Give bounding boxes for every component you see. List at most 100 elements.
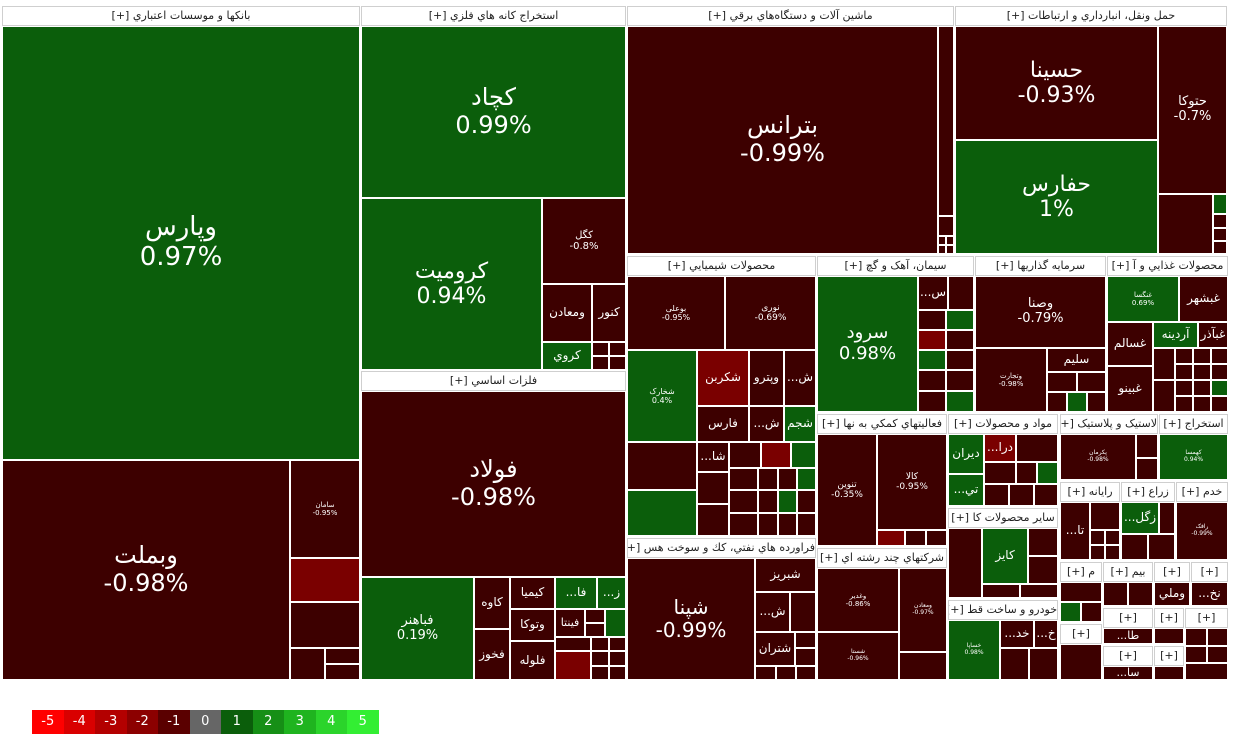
sector-header-small-4[interactable]: [+] bbox=[1103, 608, 1153, 628]
sector-header-small-2[interactable]: [+] bbox=[1191, 562, 1228, 582]
stock-tile-shetran[interactable]: شتران bbox=[755, 632, 795, 666]
stock-tile-sorud[interactable]: سرود 0.98% bbox=[817, 276, 918, 412]
stock-tile[interactable] bbox=[609, 666, 626, 680]
stock-tile[interactable] bbox=[1060, 644, 1102, 680]
stock-tile-fa[interactable]: ...فا bbox=[555, 577, 597, 609]
stock-tile[interactable] bbox=[1193, 348, 1211, 364]
stock-tile-ghesalam[interactable]: غسالم bbox=[1107, 322, 1153, 366]
stock-tile-tavin[interactable]: تنوین -0.35% bbox=[817, 434, 877, 546]
stock-tile[interactable] bbox=[1081, 602, 1102, 622]
stock-tile-vatejarat[interactable]: وتجارت -0.98% bbox=[975, 348, 1047, 412]
stock-tile[interactable] bbox=[1213, 228, 1227, 241]
stock-tile[interactable] bbox=[1020, 584, 1058, 598]
stock-tile-buali[interactable]: بوعلی -0.95% bbox=[627, 276, 725, 350]
stock-tile[interactable] bbox=[1029, 648, 1058, 680]
stock-tile-vamaadir[interactable]: ومعادن -0.97% bbox=[899, 568, 947, 652]
stock-tile[interactable] bbox=[796, 666, 816, 680]
stock-tile-khasapa[interactable]: خساپا 0.98% bbox=[948, 620, 1000, 680]
stock-tile[interactable] bbox=[1193, 396, 1211, 412]
sector-header-auto[interactable]: خودرو و ساخت قط [+] bbox=[948, 600, 1058, 620]
stock-tile[interactable] bbox=[609, 356, 626, 370]
stock-tile-z[interactable]: ...ز bbox=[597, 577, 626, 609]
stock-tile[interactable] bbox=[1211, 348, 1228, 364]
stock-tile[interactable] bbox=[946, 370, 974, 391]
stock-tile-kh1[interactable]: ...خد bbox=[1000, 620, 1034, 648]
stock-tile[interactable] bbox=[1159, 502, 1175, 534]
stock-tile[interactable] bbox=[948, 276, 974, 310]
stock-tile[interactable] bbox=[592, 342, 609, 356]
stock-tile-kechad[interactable]: کچاد 0.99% bbox=[361, 26, 626, 198]
stock-tile[interactable] bbox=[761, 442, 791, 468]
stock-tile[interactable] bbox=[1213, 194, 1227, 214]
sector-header-investments[interactable]: سرمايه گذاريها [+] bbox=[975, 256, 1106, 276]
stock-tile-vatuka[interactable]: وتوکا bbox=[510, 609, 555, 641]
stock-tile[interactable] bbox=[729, 468, 758, 490]
sector-header-chemicals[interactable]: محصولات شيميايي [+] bbox=[627, 256, 816, 276]
stock-tile-kimia[interactable]: كيميا bbox=[510, 577, 555, 609]
stock-tile[interactable] bbox=[1136, 458, 1158, 480]
stock-tile[interactable] bbox=[938, 236, 946, 245]
stock-tile[interactable] bbox=[778, 468, 797, 490]
stock-tile-sh-petro[interactable]: ...ش bbox=[755, 592, 790, 632]
stock-tile-shasham[interactable]: شجم bbox=[784, 406, 816, 442]
sector-header-small-8[interactable]: [+] bbox=[1185, 608, 1228, 628]
stock-tile[interactable] bbox=[627, 490, 697, 536]
stock-tile-ti[interactable]: ...تي bbox=[948, 474, 984, 506]
stock-tile-kenur[interactable]: کنور bbox=[592, 284, 626, 342]
stock-tile[interactable] bbox=[1193, 380, 1211, 396]
stock-tile-kehmesa[interactable]: کهمسا 0.94% bbox=[1159, 434, 1228, 480]
stock-tile[interactable] bbox=[918, 310, 946, 330]
sector-header-electrical[interactable]: ماشين آلات و دستگاه‌هاي برقي [+] bbox=[627, 6, 954, 26]
stock-tile[interactable] bbox=[1060, 602, 1081, 622]
stock-tile-shekarbon[interactable]: شکربن bbox=[697, 350, 749, 406]
stock-tile[interactable] bbox=[1148, 534, 1175, 560]
stock-tile[interactable] bbox=[609, 637, 626, 651]
stock-tile[interactable] bbox=[591, 651, 609, 666]
stock-tile-salim[interactable]: سلیم bbox=[1047, 348, 1106, 372]
stock-tile-pakerman[interactable]: پکرمان -0.98% bbox=[1060, 434, 1136, 480]
stock-tile[interactable] bbox=[290, 558, 360, 602]
sector-header-computer[interactable]: رايانه [+] bbox=[1060, 482, 1120, 502]
stock-tile[interactable] bbox=[946, 310, 974, 330]
stock-tile[interactable] bbox=[791, 442, 816, 468]
stock-tile[interactable] bbox=[1090, 502, 1120, 530]
stock-tile[interactable] bbox=[982, 584, 1020, 598]
stock-tile-vamoli[interactable]: وملي bbox=[1154, 582, 1190, 606]
stock-tile[interactable] bbox=[1028, 528, 1058, 556]
stock-tile-farsc[interactable]: فارس bbox=[697, 406, 749, 442]
stock-tile-kaveh[interactable]: کاوه bbox=[474, 577, 510, 629]
stock-tile[interactable] bbox=[938, 245, 946, 254]
stock-tile[interactable] bbox=[1185, 646, 1207, 663]
stock-tile[interactable] bbox=[755, 666, 776, 680]
stock-tile[interactable] bbox=[1211, 396, 1228, 412]
stock-tile-aredina[interactable]: آردينه bbox=[1153, 322, 1198, 348]
sector-header-banks[interactable]: بانکها و موسسات اعتباري [+] bbox=[2, 6, 360, 26]
stock-tile[interactable] bbox=[609, 342, 626, 356]
stock-tile[interactable] bbox=[1153, 348, 1175, 380]
stock-tile-hesina[interactable]: حسینا -0.93% bbox=[955, 26, 1158, 140]
stock-tile[interactable] bbox=[555, 651, 591, 680]
sector-header-small-1[interactable]: [+] bbox=[1154, 562, 1190, 582]
stock-tile[interactable] bbox=[1153, 380, 1175, 412]
stock-tile[interactable] bbox=[1047, 392, 1067, 412]
stock-tile[interactable] bbox=[1128, 582, 1153, 606]
stock-tile[interactable] bbox=[697, 504, 729, 536]
sector-header-rubber[interactable]: لاستيک و پلاستيک [+] bbox=[1060, 414, 1158, 434]
stock-tile[interactable] bbox=[758, 468, 778, 490]
sector-header-transport[interactable]: حمل ونقل، انبارداري و ارتباطات [+] bbox=[955, 6, 1227, 26]
stock-tile[interactable] bbox=[1034, 484, 1058, 506]
stock-tile-vapetro[interactable]: وپترو bbox=[749, 350, 784, 406]
stock-tile[interactable] bbox=[1185, 628, 1207, 646]
stock-tile[interactable] bbox=[1175, 348, 1193, 364]
stock-tile-shesta[interactable]: شستا -0.96% bbox=[817, 632, 899, 680]
stock-tile[interactable] bbox=[938, 26, 954, 216]
stock-tile[interactable] bbox=[1175, 380, 1193, 396]
stock-tile[interactable] bbox=[946, 245, 954, 254]
stock-tile[interactable] bbox=[1154, 666, 1184, 680]
stock-tile[interactable] bbox=[1207, 628, 1228, 646]
stock-tile-vapars[interactable]: وپارس 0.97% bbox=[2, 26, 360, 460]
stock-tile-rafak[interactable]: رافک -0.99% bbox=[1176, 502, 1228, 560]
stock-tile-sh1[interactable]: ...ش bbox=[784, 350, 816, 406]
stock-tile[interactable] bbox=[729, 490, 758, 513]
sector-header-food[interactable]: محصولات غذايي و آ [+] bbox=[1107, 256, 1228, 276]
